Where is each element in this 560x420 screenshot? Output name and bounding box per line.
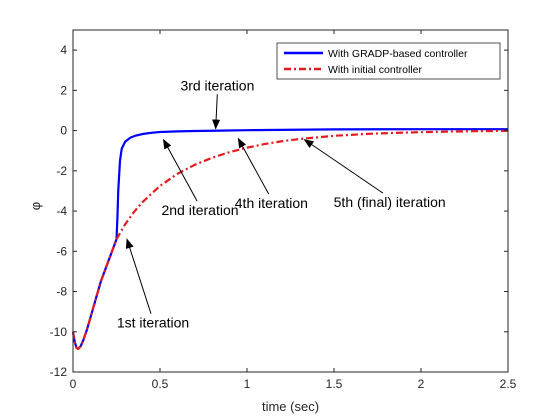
series-line-1 [71,129,509,350]
annotation-arrow [303,139,384,194]
x-tick-label: 1.5 [326,377,343,391]
x-tick-label: 0 [70,377,77,391]
y-tick-label: -8 [56,285,67,299]
legend-label-gradp: With GRADP-based controller [328,48,468,60]
y-axis-label: φ [28,202,43,210]
x-tick-label: 2 [418,377,425,391]
annotation-label: 4th iteration [235,195,308,211]
annotation-arrow [125,238,152,314]
annotation-label: 2nd iteration [161,202,238,218]
annotation-label: 3rd iteration [180,77,254,93]
legend-label-initial: With initial controller [328,64,422,76]
y-tick-label: -10 [50,325,68,339]
y-tick-label: -12 [50,365,68,379]
series-line-0 [71,128,508,350]
y-tick-label: 0 [60,124,67,138]
legend: With GRADP-based controller With initial… [276,42,501,80]
annotation-arrow [212,94,221,130]
y-tick-label: 4 [60,43,67,57]
x-axis-label: time (sec) [262,399,319,414]
x-tick-label: 0.5 [152,377,169,391]
legend-box [276,42,501,80]
annotation-arrow [162,138,198,202]
x-tick-label: 1 [244,377,251,391]
annotation-label: 5th (final) iteration [334,194,446,210]
y-tick-label: -6 [56,244,67,258]
x-tick-label: 2.5 [500,377,517,391]
annotation-label: 1st iteration [117,315,189,331]
y-tick-label: 2 [60,83,67,97]
plot-frame [72,29,509,373]
y-tick-label: -2 [56,164,67,178]
annotation-arrow [237,137,270,195]
plot-area [73,30,508,372]
y-tick-label: -4 [56,204,67,218]
